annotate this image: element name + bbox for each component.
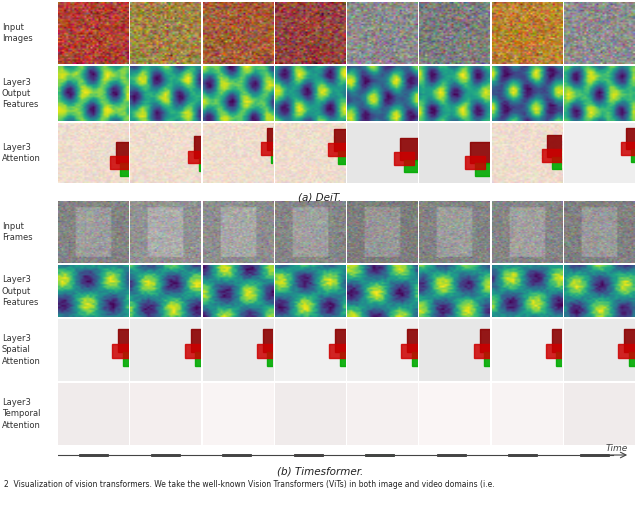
Bar	[631, 149, 640, 162]
Bar	[621, 142, 640, 155]
Text: (a) DeiT.: (a) DeiT.	[298, 193, 342, 203]
Bar	[294, 454, 323, 456]
Bar	[329, 344, 350, 358]
Bar	[470, 142, 499, 163]
Bar	[267, 128, 296, 150]
Bar	[79, 454, 108, 456]
Bar	[475, 163, 495, 176]
Bar	[628, 352, 640, 366]
Bar	[580, 454, 609, 456]
Bar	[338, 151, 358, 164]
Bar	[151, 454, 180, 456]
Bar	[399, 138, 429, 160]
Bar	[508, 454, 537, 456]
Text: Time: Time	[606, 444, 628, 453]
Bar	[546, 344, 567, 358]
Bar	[328, 143, 348, 156]
Text: 2  Visualization of vision transformers. We take the well-known Vision Transform: 2 Visualization of vision transformers. …	[4, 480, 495, 489]
Bar	[465, 156, 485, 169]
Bar	[333, 129, 363, 151]
Bar	[479, 329, 509, 352]
Bar	[618, 344, 639, 358]
Bar	[123, 352, 144, 366]
Bar	[541, 149, 562, 162]
Bar	[547, 135, 577, 156]
Bar	[268, 352, 289, 366]
Bar	[257, 344, 278, 358]
Bar	[484, 352, 505, 366]
Bar	[116, 142, 145, 163]
Text: Layer3
Output
Features: Layer3 Output Features	[2, 78, 38, 109]
Text: (b) Timesformer.: (b) Timesformer.	[277, 467, 363, 477]
Bar	[263, 329, 293, 352]
Bar	[437, 454, 465, 456]
Bar	[271, 150, 292, 163]
Bar	[198, 158, 219, 171]
Bar	[394, 152, 414, 165]
Bar	[474, 344, 495, 358]
Text: Layer3
Spatial
Attention: Layer3 Spatial Attention	[2, 334, 41, 366]
Bar	[365, 454, 394, 456]
Text: Layer3
Output
Features: Layer3 Output Features	[2, 276, 38, 306]
Bar	[624, 329, 640, 352]
Text: Input
Frames: Input Frames	[2, 222, 33, 242]
Bar	[340, 352, 361, 366]
Bar	[191, 329, 221, 352]
Bar	[261, 143, 282, 155]
Text: Layer3
Temporal
Attention: Layer3 Temporal Attention	[2, 399, 41, 430]
Bar	[118, 329, 148, 352]
Bar	[407, 329, 437, 352]
Text: Layer3
Attention: Layer3 Attention	[2, 143, 41, 163]
Bar	[335, 329, 365, 352]
Bar	[120, 163, 141, 176]
Bar	[404, 160, 424, 172]
Bar	[184, 344, 205, 358]
Bar	[194, 137, 223, 158]
Bar	[223, 454, 251, 456]
Bar	[412, 352, 433, 366]
Bar	[401, 344, 422, 358]
Bar	[110, 156, 131, 169]
Bar	[556, 352, 577, 366]
Bar	[188, 151, 209, 163]
Bar	[113, 344, 133, 358]
Bar	[627, 128, 640, 149]
Bar	[552, 329, 582, 352]
Bar	[195, 352, 216, 366]
Bar	[552, 156, 572, 170]
Text: Input
Images: Input Images	[2, 23, 33, 43]
